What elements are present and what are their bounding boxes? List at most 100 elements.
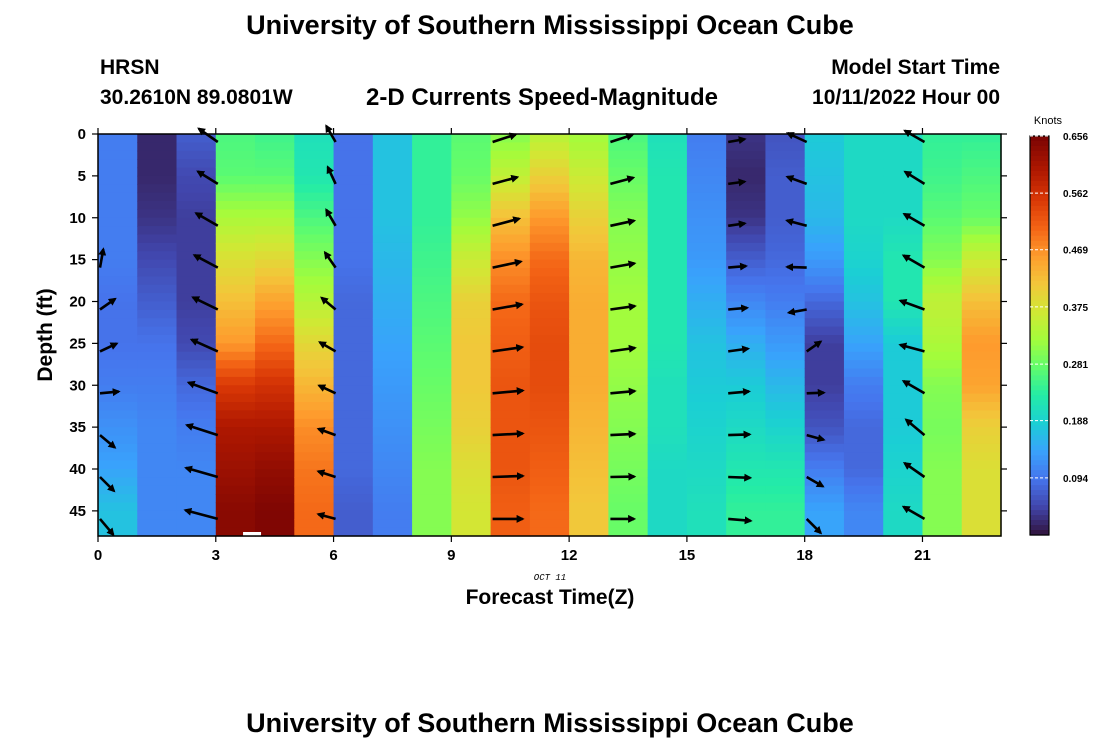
heatmap-cell: [137, 335, 178, 344]
heatmap-cell: [608, 326, 649, 336]
heatmap-cell: [294, 134, 335, 143]
heatmap-cell: [333, 259, 374, 269]
station-name: HRSN: [100, 56, 160, 79]
heatmap-cell: [765, 385, 806, 395]
heatmap-cell: [333, 368, 374, 378]
heatmap-cell: [255, 502, 295, 512]
heatmap-cell: [726, 368, 767, 378]
heatmap-cell: [215, 142, 256, 152]
heatmap-cell: [372, 226, 413, 236]
heatmap-cell: [686, 469, 727, 478]
heatmap-cell: [451, 251, 492, 261]
heatmap-cell: [176, 192, 217, 202]
colorbar-step: [1030, 136, 1049, 142]
heatmap-cell: [922, 259, 963, 269]
heatmap-cell: [451, 192, 492, 202]
heatmap-cell: [255, 418, 295, 428]
heatmap-cell: [137, 510, 178, 520]
colorbar-step: [1030, 365, 1049, 372]
heatmap-cell: [647, 452, 688, 462]
colorbar-tick-label: 0.656: [1063, 132, 1088, 143]
heatmap-cell: [333, 360, 374, 370]
current-vector: [492, 132, 518, 144]
heatmap-cell: [412, 159, 452, 169]
heatmap-cell: [98, 376, 138, 386]
heatmap-cell: [215, 326, 256, 336]
heatmap-cell: [529, 167, 570, 177]
heatmap-cell: [294, 335, 335, 344]
x-tick-label: 9: [447, 547, 455, 564]
heatmap-cell: [922, 410, 963, 420]
heatmap-cell: [451, 175, 492, 185]
date-label: OCT 11: [534, 573, 566, 583]
heatmap-cell: [412, 485, 452, 495]
heatmap-cell: [922, 502, 963, 512]
heatmap-cell: [412, 351, 452, 361]
heatmap-cell: [255, 209, 295, 219]
heatmap-cell: [333, 443, 374, 453]
heatmap-cell: [529, 268, 570, 277]
heatmap-cell: [961, 527, 1002, 537]
heatmap-cell: [137, 351, 178, 361]
heatmap-cell: [490, 460, 531, 470]
heatmap-cell: [529, 234, 570, 244]
heatmap-cell: [686, 217, 727, 227]
heatmap-cell: [647, 167, 688, 177]
heatmap-cell: [490, 477, 531, 487]
colorbar-step: [1030, 460, 1049, 466]
heatmap-cell: [215, 217, 256, 227]
heatmap-cell: [686, 351, 727, 361]
heatmap-cell: [726, 276, 767, 286]
heatmap-cell: [490, 427, 531, 437]
heatmap-cell: [686, 309, 727, 319]
heatmap-cell: [647, 226, 688, 236]
heatmap-cell: [765, 209, 806, 219]
heatmap-cell: [294, 251, 335, 261]
heatmap-cell: [176, 284, 217, 294]
heatmap-cell: [137, 418, 178, 428]
heatmap-cell: [333, 343, 374, 353]
heatmap-cell: [333, 175, 374, 185]
current-vector: [492, 258, 523, 269]
heatmap-cell: [255, 343, 295, 353]
colorbar-step: [1030, 425, 1049, 431]
heatmap-cell: [98, 234, 138, 244]
heatmap-cell: [961, 376, 1002, 386]
heatmap-cell: [98, 410, 138, 420]
heatmap-cell: [333, 159, 374, 169]
heatmap-cell: [137, 527, 178, 537]
heatmap-cell: [137, 309, 178, 319]
current-vector: [191, 296, 219, 311]
heatmap-cell: [569, 234, 609, 244]
heatmap-cell: [765, 477, 806, 487]
heatmap-cell: [961, 502, 1002, 512]
heatmap-cell: [137, 477, 178, 487]
heatmap-cell: [255, 284, 295, 294]
heatmap-cell: [765, 527, 806, 537]
heatmap-cell: [137, 293, 178, 303]
heatmap-cell: [647, 519, 688, 529]
heatmap-cell: [215, 351, 256, 361]
heatmap-cell: [529, 460, 570, 470]
heatmap-cell: [451, 469, 492, 478]
heatmap-cell: [490, 393, 531, 403]
heatmap-cell: [333, 519, 374, 529]
heatmap-cell: [765, 494, 806, 504]
current-vector: [326, 165, 337, 185]
current-vector: [492, 301, 524, 311]
heatmap-cell: [490, 242, 531, 252]
heatmap-cell: [843, 351, 884, 361]
colorbar-step: [1030, 295, 1049, 302]
colorbar-tick-label: 0.562: [1063, 189, 1088, 200]
heatmap-cell: [686, 268, 727, 277]
heatmap-cell: [451, 318, 492, 328]
heatmap-cell: [137, 209, 178, 219]
heatmap-cell: [98, 184, 138, 194]
heatmap-cell: [412, 502, 452, 512]
heatmap-cell: [490, 435, 531, 445]
heatmap-cell: [98, 435, 138, 445]
heatmap-cell: [765, 293, 806, 303]
heatmap-cell: [843, 159, 884, 169]
heatmap-cell: [647, 343, 688, 353]
heatmap-cell: [372, 251, 413, 261]
